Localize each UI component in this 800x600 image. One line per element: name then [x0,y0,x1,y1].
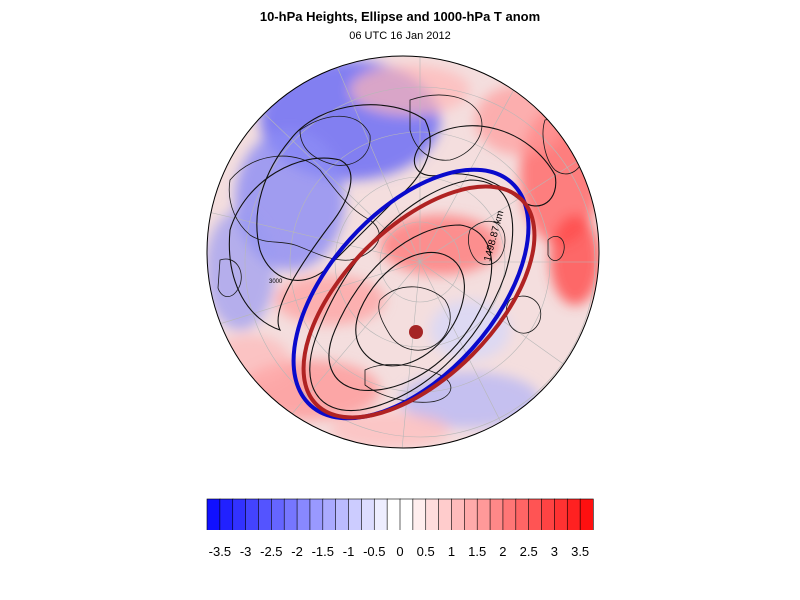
colorbar-segment [425,498,440,530]
colorbar-segment [309,498,324,530]
red-ellipse [301,184,537,420]
colorbar-segment [579,498,594,530]
colorbar-segment [322,498,337,530]
height-contour-low-2 [228,157,352,331]
colorbar-segment [245,498,260,530]
colorbar-tick-label: 1.5 [468,544,487,559]
colorbar-tick-label: -3.5 [208,544,232,559]
colorbar-segment [296,498,311,530]
height-contour-high-mid [328,224,493,392]
colorbar-tick-label: -1 [342,544,355,559]
colorbar-segment [476,498,491,530]
colorbar-segment [412,498,427,530]
colorbar-tick-label: 0.5 [416,544,435,559]
colorbar-segment [386,498,401,530]
colorbar-segment [283,498,298,530]
colorbar-segment [515,498,530,530]
colorbar-segment [335,498,350,530]
colorbar-tick-label: 3.5 [571,544,590,559]
colorbar [206,498,594,530]
figure-title: 10-hPa Heights, Ellipse and 1000-hPa T a… [259,9,541,24]
colorbar-segment [464,498,478,530]
colorbar-segment [528,498,543,530]
colorbar-segment [502,498,517,530]
colorbar-tick-label: -2.5 [260,544,283,559]
colorbar-segment [219,498,234,530]
graticule [207,56,599,448]
colorbar-tick-label: 3 [550,544,559,559]
colorbar-segment [206,498,221,530]
colorbar-tick-label: -0.5 [363,544,386,559]
colorbar-segment [438,498,453,530]
colorbar-segment [373,498,388,530]
height-contour-low [256,104,431,281]
height-contour-high-inner [355,251,465,367]
globe-outline [206,55,600,449]
temperature-anomaly-field [207,60,599,448]
colorbar-tick-label: -1.5 [311,544,334,559]
colorbar-segment [489,498,504,530]
colorbar-segment [271,498,285,530]
contour-label-small: 3000 [269,279,283,285]
colorbar-tick-label: -2 [291,544,303,559]
colorbar-tick-label: 2 [499,544,507,559]
colorbar-tick-label: 2.5 [519,544,538,559]
figure-subtitle: 06 UTC 16 Jan 2012 [349,30,451,42]
blue-ellipse [291,167,531,421]
colorbar-segment [258,498,272,530]
colorbar-segment [554,498,568,530]
colorbar-segment [361,498,375,530]
colorbar-tick-label: -3 [239,544,252,559]
colorbar-segment [541,498,555,530]
coastlines [217,94,586,403]
colorbar-tick-label: 0 [396,544,404,559]
height-contour-high-outer [309,179,514,412]
colorbar-segment [348,498,363,530]
colorbar-segment [399,498,414,530]
colorbar-tick-label: 1 [447,544,456,559]
colorbar-segment [566,498,581,530]
colorbar-segment [451,498,465,530]
ellipse-centroid [409,325,423,339]
colorbar-segment [232,498,247,530]
